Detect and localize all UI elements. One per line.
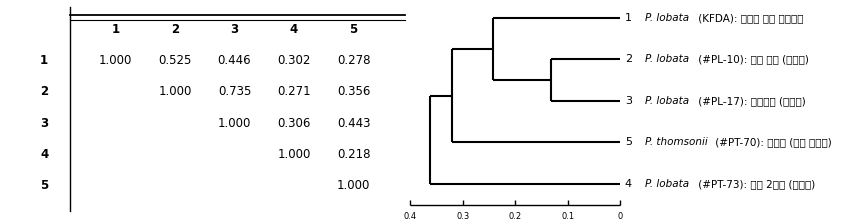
Text: (#PT-73): 임상 2상용 (중국산): (#PT-73): 임상 2상용 (중국산) [695,179,816,189]
Text: 3: 3 [40,117,48,130]
Text: 0.3: 0.3 [456,212,469,221]
Text: 0.443: 0.443 [337,117,371,130]
Text: 0.356: 0.356 [337,85,371,98]
Text: P. lobata: P. lobata [645,54,689,64]
Text: 0.218: 0.218 [337,148,371,161]
Text: 0.271: 0.271 [277,85,311,98]
Text: P. thomsonii: P. thomsonii [645,137,707,147]
Text: 0.302: 0.302 [278,54,311,67]
Text: 4: 4 [625,179,632,189]
Text: 0.2: 0.2 [509,212,522,221]
Text: 4: 4 [290,23,298,36]
Text: 4: 4 [40,148,48,161]
Text: 1: 1 [40,54,48,67]
Text: 1.000: 1.000 [337,179,371,192]
Text: 1.000: 1.000 [218,117,252,130]
Text: 2: 2 [171,23,179,36]
Text: 1: 1 [625,13,632,23]
Text: 0.446: 0.446 [218,54,252,67]
Text: 0.4: 0.4 [403,212,417,221]
Text: (KFDA): 식약체 제공 표준생약: (KFDA): 식약체 제공 표준생약 [695,13,804,23]
Text: 2: 2 [40,85,48,98]
Text: (#PL-17): 비임상용 (중국산): (#PL-17): 비임상용 (중국산) [695,96,806,106]
Text: 3: 3 [625,96,632,106]
Text: 0.306: 0.306 [278,117,311,130]
Text: 0.525: 0.525 [159,54,192,67]
Text: P. lobata: P. lobata [645,13,689,23]
Text: P. lobata: P. lobata [645,96,689,106]
Text: P. lobata: P. lobata [645,179,689,189]
Text: 0: 0 [618,212,623,221]
Text: 5: 5 [625,137,632,147]
Text: 1: 1 [111,23,120,36]
Text: 1.000: 1.000 [278,148,311,161]
Text: (#PL-10): 경남 거창 (한국산): (#PL-10): 경남 거창 (한국산) [695,54,809,64]
Text: 1.000: 1.000 [159,85,192,98]
Text: 0.735: 0.735 [218,85,252,98]
Text: 2: 2 [625,54,632,64]
Text: 5: 5 [40,179,48,192]
Text: (#PT-70): 분갈근 (중국 광서성): (#PT-70): 분갈근 (중국 광서성) [711,137,831,147]
Text: 5: 5 [349,23,358,36]
Text: 0.1: 0.1 [561,212,575,221]
Text: 1.000: 1.000 [99,54,133,67]
Text: 0.278: 0.278 [337,54,371,67]
Text: 3: 3 [230,23,239,36]
